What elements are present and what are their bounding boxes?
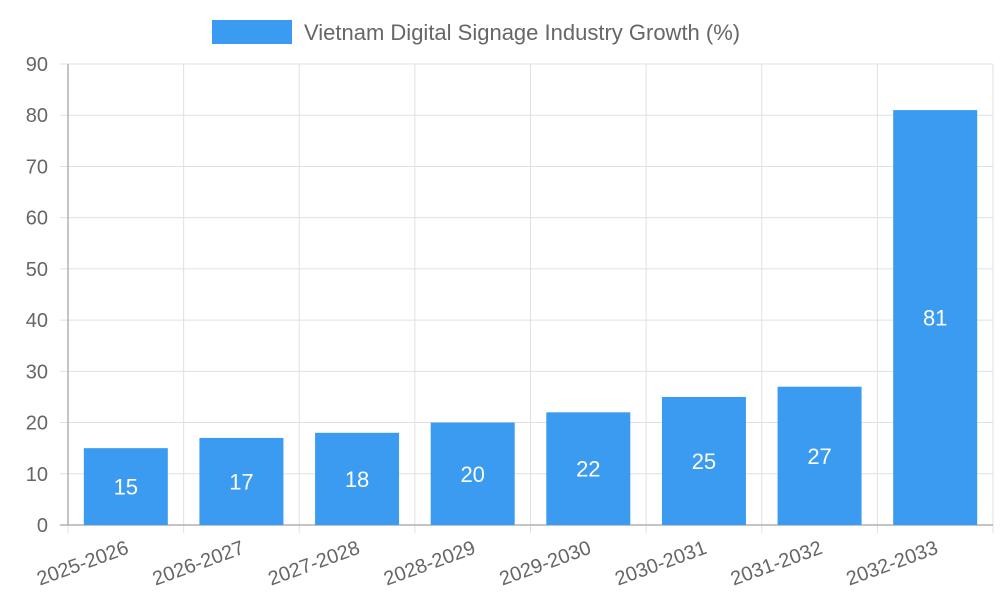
legend-label: Vietnam Digital Signage Industry Growth …: [304, 20, 740, 45]
bars: [83, 110, 978, 525]
bar: [83, 448, 168, 525]
data-label: 25: [692, 449, 716, 474]
data-label: 81: [923, 306, 947, 331]
x-tick-label: 2029-2030: [497, 537, 594, 590]
data-label: 27: [807, 444, 831, 469]
x-tick-label: 2026-2027: [150, 537, 247, 590]
bar: [199, 437, 284, 525]
data-label: 22: [576, 457, 600, 482]
bar: [546, 412, 631, 525]
y-tick-label: 0: [37, 515, 48, 537]
x-tick-label: 2028-2029: [381, 537, 478, 590]
data-label: 15: [114, 475, 138, 500]
x-tick-label: 2031-2032: [728, 537, 825, 590]
bar: [315, 432, 400, 525]
legend: Vietnam Digital Signage Industry Growth …: [212, 20, 740, 45]
bar: [430, 422, 515, 525]
data-label: 17: [229, 469, 253, 494]
x-tick-label: 2030-2031: [612, 537, 709, 590]
y-tick-label: 60: [26, 208, 48, 230]
y-tick-label: 30: [26, 361, 48, 383]
bar: [777, 386, 862, 525]
x-tick-label: 2032-2033: [843, 537, 940, 590]
x-tick-label: 2027-2028: [265, 537, 362, 590]
legend-swatch: [212, 20, 292, 44]
data-label: 20: [460, 462, 484, 487]
y-tick-label: 10: [26, 464, 48, 486]
bar: [893, 110, 978, 525]
y-tick-label: 70: [26, 156, 48, 178]
y-tick-label: 90: [26, 54, 48, 76]
x-tick-label: 2025-2026: [34, 537, 131, 590]
y-tick-label: 50: [26, 259, 48, 281]
bar: [661, 396, 746, 525]
y-tick-label: 40: [26, 310, 48, 332]
y-tick-label: 80: [26, 105, 48, 127]
data-label: 18: [345, 467, 369, 492]
y-tick-label: 20: [26, 413, 48, 435]
